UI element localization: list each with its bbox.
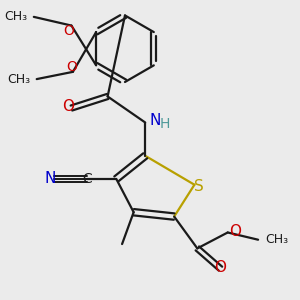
Text: CH₃: CH₃ <box>4 11 27 23</box>
Text: O: O <box>230 224 242 239</box>
Text: O: O <box>66 60 77 74</box>
Text: S: S <box>194 179 204 194</box>
Text: C: C <box>82 172 92 186</box>
Text: CH₃: CH₃ <box>265 233 289 246</box>
Text: O: O <box>63 24 74 38</box>
Text: N: N <box>150 113 161 128</box>
Text: CH₃: CH₃ <box>7 73 30 85</box>
Text: O: O <box>214 260 226 275</box>
Text: N: N <box>45 171 56 186</box>
Text: H: H <box>160 117 170 131</box>
Text: O: O <box>62 99 74 114</box>
